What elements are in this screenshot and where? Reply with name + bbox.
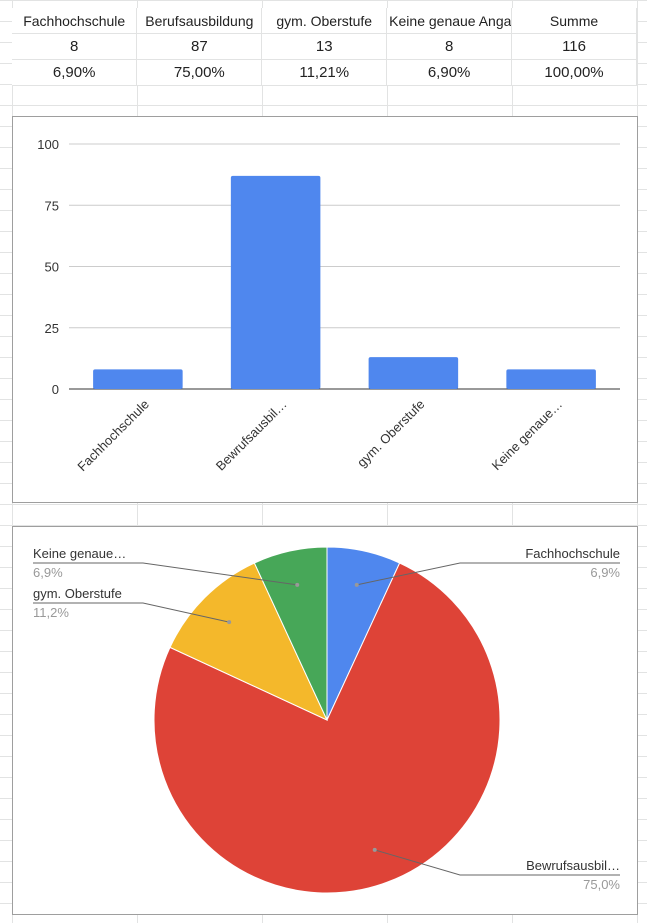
- table-cell[interactable]: 13: [261, 33, 388, 60]
- table-cell[interactable]: 8: [12, 33, 138, 60]
- slice-label: Bewrufsausbil…: [526, 858, 620, 873]
- slice-label: gym. Oberstufe: [33, 586, 122, 601]
- slice-label: Fachhochschule: [525, 546, 620, 561]
- x-tick-label: Fachhochschule: [74, 397, 152, 475]
- x-tick-label: gym. Oberstufe: [354, 397, 427, 470]
- leader-line: [356, 562, 620, 586]
- slice-percent-label: 75,0%: [583, 877, 620, 892]
- x-tick-label: Bewrufsausbil…: [213, 397, 290, 474]
- y-tick-label: 75: [45, 198, 59, 213]
- slice-percent-label: 11,2%: [33, 605, 69, 620]
- y-tick-label: 25: [45, 321, 59, 336]
- table-cell[interactable]: 11,21%: [261, 59, 388, 86]
- table-cell[interactable]: Keine genaue Angabe: [386, 8, 513, 34]
- leader-dot: [354, 582, 359, 587]
- x-tick-label: Keine genaue…: [489, 397, 566, 474]
- table-cell[interactable]: 87: [136, 33, 263, 60]
- table-cell[interactable]: 75,00%: [136, 59, 263, 86]
- table-cell[interactable]: Berufsausbildung: [136, 8, 263, 34]
- table-cell[interactable]: Summe: [511, 8, 637, 34]
- y-tick-label: 100: [37, 137, 59, 152]
- table-row: 6,90% 75,00% 11,21% 6,90% 100,00%: [12, 59, 637, 86]
- table-cell[interactable]: 6,90%: [12, 59, 138, 86]
- bar: [368, 357, 459, 389]
- pie-chart[interactable]: Fachhochschule 6,9% Bewrufsausbil… 75,0% gym…: [12, 526, 638, 915]
- leader-dot: [295, 582, 300, 587]
- table-cell[interactable]: gym. Oberstufe: [261, 8, 388, 34]
- table-cell[interactable]: 6,90%: [386, 59, 513, 86]
- pie-chart-svg: Fachhochschule 6,9% Bewrufsausbil… 75,0% gym…: [33, 546, 620, 894]
- bar: [230, 175, 321, 389]
- y-tick-label: 0: [52, 382, 59, 397]
- summary-table: Fachhochschule Berufsausbildung gym. Obe…: [12, 8, 637, 86]
- table-cell[interactable]: 8: [386, 33, 513, 60]
- bar-chart[interactable]: 0 25 50 75 100 Fachhochschule Bewrufsausbil… gy…: [12, 116, 638, 503]
- bar: [506, 369, 596, 389]
- leader-dot: [372, 847, 377, 852]
- table-row: 8 87 13 8 116: [12, 33, 637, 60]
- slice-percent-label: 6,9%: [590, 565, 620, 580]
- slice-label: Keine genaue…: [33, 546, 126, 561]
- pie-slice: [253, 546, 328, 721]
- leader-line: [33, 602, 230, 623]
- table-cell[interactable]: Fachhochschule: [12, 8, 138, 34]
- table-row: Fachhochschule Berufsausbildung gym. Obe…: [12, 8, 637, 34]
- table-cell[interactable]: 100,00%: [511, 59, 637, 86]
- bar-chart-svg: 0 25 50 75 100 Fachhochschule Bewrufsausbil… gy…: [37, 137, 620, 475]
- pie-slice: [153, 562, 501, 894]
- leader-line: [33, 562, 298, 586]
- leader-line: [374, 849, 620, 876]
- bar: [93, 369, 183, 389]
- y-tick-label: 50: [45, 260, 59, 275]
- leader-dot: [227, 620, 232, 625]
- pie-slice: [169, 562, 329, 722]
- table-cell[interactable]: 116: [511, 33, 637, 60]
- slice-percent-label: 6,9%: [33, 565, 63, 580]
